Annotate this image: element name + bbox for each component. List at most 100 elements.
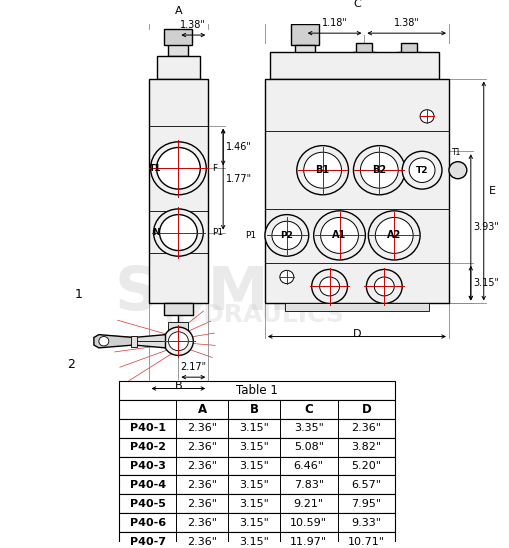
Text: 9.33": 9.33": [351, 518, 381, 528]
Circle shape: [296, 146, 348, 195]
Text: P40-6: P40-6: [129, 518, 165, 528]
Text: D: D: [352, 329, 360, 339]
Text: 1.38": 1.38": [393, 19, 419, 28]
Bar: [401, 43, 416, 54]
Bar: [119, 476, 394, 494]
Text: 2.36": 2.36": [187, 480, 217, 490]
Text: P40-2: P40-2: [129, 442, 165, 452]
Text: 11.97": 11.97": [290, 536, 327, 546]
Text: 7.95": 7.95": [351, 499, 381, 509]
Text: P40-4: P40-4: [129, 480, 165, 490]
Circle shape: [448, 162, 466, 179]
Circle shape: [163, 327, 193, 356]
Text: F: F: [212, 164, 217, 173]
Text: B: B: [174, 381, 182, 391]
Bar: [119, 513, 394, 532]
Circle shape: [271, 221, 301, 249]
Text: 2.36": 2.36": [187, 499, 217, 509]
Text: 3.15": 3.15": [239, 518, 268, 528]
Text: E: E: [488, 186, 495, 196]
Circle shape: [375, 218, 412, 253]
Bar: [119, 456, 394, 476]
Text: 2.36": 2.36": [351, 423, 381, 433]
Text: T2: T2: [415, 165, 428, 175]
Text: 3.82": 3.82": [351, 442, 381, 452]
Text: A2: A2: [386, 230, 401, 241]
Circle shape: [402, 151, 441, 189]
Circle shape: [365, 270, 402, 304]
Circle shape: [303, 152, 341, 188]
Bar: [285, 304, 428, 311]
Circle shape: [150, 142, 206, 195]
Circle shape: [319, 277, 339, 296]
Text: A: A: [174, 6, 182, 16]
Text: 2.36": 2.36": [187, 536, 217, 546]
Text: 3.15": 3.15": [239, 536, 268, 546]
Bar: [164, 30, 192, 44]
Bar: [265, 78, 448, 304]
Circle shape: [367, 211, 419, 260]
Circle shape: [156, 147, 200, 189]
Polygon shape: [94, 335, 133, 348]
Text: 3.15": 3.15": [239, 461, 268, 471]
Text: 6.57": 6.57": [351, 480, 381, 490]
Text: 2: 2: [67, 358, 75, 372]
Text: 1: 1: [75, 288, 83, 300]
Text: P2: P2: [280, 231, 293, 240]
Circle shape: [320, 218, 358, 253]
Text: T1: T1: [451, 148, 461, 157]
Text: D: D: [361, 403, 371, 416]
Bar: [290, 24, 318, 44]
Circle shape: [374, 277, 393, 296]
Bar: [397, 52, 420, 65]
Text: T1: T1: [149, 164, 161, 173]
Text: 5.08": 5.08": [293, 442, 323, 452]
Bar: [119, 494, 394, 513]
Text: P1: P1: [245, 231, 256, 240]
Text: 10.71": 10.71": [347, 536, 384, 546]
Text: B2: B2: [372, 165, 386, 175]
Text: A1: A1: [332, 230, 346, 241]
Bar: [148, 78, 208, 304]
Text: C: C: [352, 0, 360, 9]
Text: 3.15": 3.15": [239, 442, 268, 452]
Text: 3.15": 3.15": [239, 480, 268, 490]
Text: 2.36": 2.36": [187, 442, 217, 452]
Circle shape: [353, 146, 404, 195]
Text: 1.46": 1.46": [225, 142, 251, 152]
Text: 2.36": 2.36": [187, 423, 217, 433]
Text: P40-3: P40-3: [129, 461, 165, 471]
Circle shape: [153, 209, 203, 256]
Bar: [119, 400, 394, 419]
Circle shape: [279, 270, 293, 284]
Bar: [168, 322, 188, 330]
Text: 3.15": 3.15": [239, 423, 268, 433]
Text: 3.15": 3.15": [239, 499, 268, 509]
Text: Table 1: Table 1: [236, 384, 277, 397]
Text: C: C: [304, 403, 313, 416]
Bar: [352, 52, 376, 65]
Text: 1.38": 1.38": [180, 20, 206, 30]
Circle shape: [311, 270, 347, 304]
Bar: [119, 438, 394, 456]
Text: 1.77": 1.77": [225, 174, 252, 184]
Text: 9.21": 9.21": [293, 499, 323, 509]
Text: 7.83": 7.83": [293, 480, 323, 490]
Circle shape: [159, 215, 197, 250]
Text: B: B: [249, 403, 258, 416]
Text: B1: B1: [315, 165, 329, 175]
Bar: [119, 419, 394, 438]
Bar: [168, 43, 188, 56]
Bar: [163, 304, 193, 315]
Text: N: N: [152, 228, 159, 237]
Text: 2.17": 2.17": [180, 362, 206, 373]
Bar: [156, 56, 200, 78]
Bar: [130, 335, 136, 347]
Text: P40-5: P40-5: [129, 499, 165, 509]
Text: P40-7: P40-7: [129, 536, 165, 546]
Circle shape: [408, 158, 434, 182]
Bar: [294, 44, 314, 78]
Circle shape: [360, 152, 398, 188]
Text: 3.93": 3.93": [473, 222, 499, 232]
Text: 10.59": 10.59": [290, 518, 327, 528]
